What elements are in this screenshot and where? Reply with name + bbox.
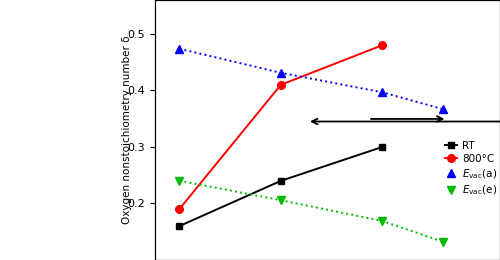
Text: Oxygen nonstoichiometry number δ: Oxygen nonstoichiometry number δ: [122, 36, 132, 224]
Legend: RT, 800°C, $E_\mathrm{vac}$(a), $E_\mathrm{vac}$(e): RT, 800°C, $E_\mathrm{vac}$(a), $E_\math…: [440, 136, 500, 202]
